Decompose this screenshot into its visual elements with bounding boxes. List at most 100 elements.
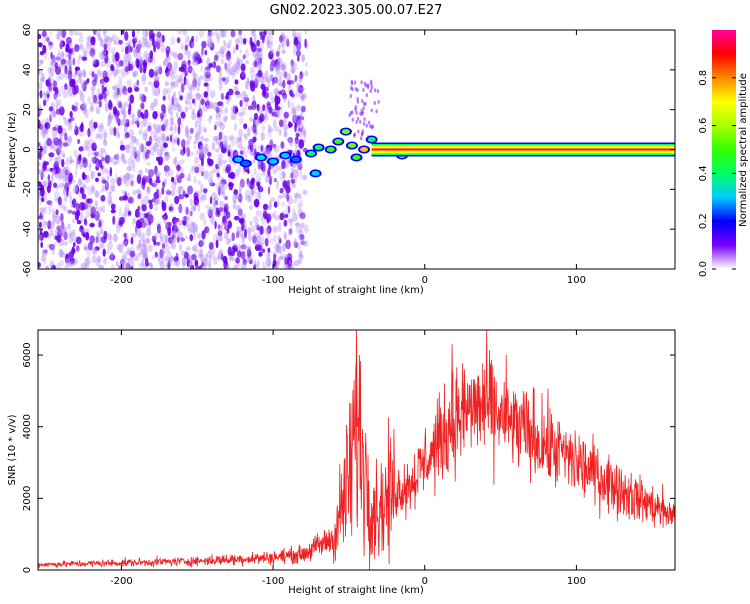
spectrogram-noise-speck bbox=[40, 171, 44, 181]
spectrogram-noise-speck bbox=[185, 145, 190, 155]
spectrogram-noise-speck bbox=[77, 139, 80, 144]
spectrogram-noise-speck bbox=[287, 205, 291, 214]
y-tick-label: -20 bbox=[22, 181, 33, 197]
spectrogram-noise-speck bbox=[55, 92, 61, 98]
spectrogram-noise-speck bbox=[104, 154, 111, 164]
spectrogram-noise-speck bbox=[154, 127, 158, 137]
spectrogram-noise-speck bbox=[145, 30, 149, 38]
spectrogram-noise-speck bbox=[63, 231, 68, 241]
spectrogram-noise-speck bbox=[239, 99, 243, 107]
spectrogram-noise-speck bbox=[246, 77, 250, 84]
spectrogram-noise-speck bbox=[141, 232, 145, 242]
spectrogram-noise-speck bbox=[161, 135, 166, 141]
spectrogram-noise-speck bbox=[69, 195, 73, 205]
spectrogram-noise-speck bbox=[257, 144, 262, 151]
spectrogram-noise-speck bbox=[146, 122, 153, 127]
spectrogram-noise-speck bbox=[268, 123, 271, 134]
spectrogram-noise-speck bbox=[85, 257, 91, 266]
spectrogram-noise-speck bbox=[236, 230, 240, 239]
spectrogram-noise-speck bbox=[82, 174, 88, 180]
spectrogram-noise-speck bbox=[69, 78, 75, 88]
spectrogram-noise-speck bbox=[142, 130, 149, 137]
spectrogram-noise-speck bbox=[304, 40, 309, 50]
spectrogram-noise-speck bbox=[38, 142, 41, 147]
spectrogram-noise-speck bbox=[57, 196, 62, 206]
spectrogram-noise-speck bbox=[227, 60, 232, 66]
spectrogram-noise-speck bbox=[291, 109, 297, 118]
spectrogram-noise-speck bbox=[166, 49, 170, 58]
spectrogram-noise-speck bbox=[241, 234, 246, 244]
spectrogram-noise-speck bbox=[86, 186, 91, 191]
spectrogram-noise-speck bbox=[229, 256, 235, 262]
spectrogram-noise-speck bbox=[184, 98, 189, 106]
spectrogram-noise-speck bbox=[161, 137, 167, 143]
spectrogram-noise-speck bbox=[118, 243, 124, 254]
spectrogram-noise-speck bbox=[112, 161, 118, 166]
spectrogram-noise-speck bbox=[127, 86, 133, 94]
spectrogram-noise-speck bbox=[38, 109, 41, 118]
spectrogram-noise-speck bbox=[136, 59, 140, 69]
spectrogram-noise-speck bbox=[278, 165, 283, 171]
spectrogram-noise-speck bbox=[152, 179, 156, 188]
spectrogram-noise-speck bbox=[290, 172, 294, 179]
spectrogram-noise-speck bbox=[48, 106, 54, 112]
spectrogram-noise-speck bbox=[244, 228, 247, 239]
spectrogram-noise-speck bbox=[130, 173, 134, 179]
colorbar-label: Normalized spectral amplitude bbox=[738, 73, 749, 227]
spectrogram-noise-speck bbox=[208, 76, 213, 81]
spectrogram-noise-speck bbox=[187, 261, 193, 269]
spectrogram-noise-speck bbox=[220, 85, 223, 90]
spectrogram-noise-speck bbox=[297, 242, 301, 251]
spectrogram-noise-speck bbox=[193, 164, 197, 174]
spectrogram-noise-speck bbox=[165, 68, 170, 77]
spectrogram-noise-speck bbox=[130, 180, 134, 186]
spectrogram-noise-speck bbox=[292, 213, 298, 222]
spectrogram-noise-speck bbox=[111, 184, 116, 192]
spectrogram-streak-speck bbox=[354, 107, 357, 112]
spectrogram-noise-speck bbox=[38, 233, 41, 242]
spectrogram-noise-speck bbox=[162, 181, 166, 188]
spectrogram-noise-speck bbox=[206, 103, 213, 110]
spectrogram-noise-speck bbox=[183, 75, 187, 86]
spectrogram-noise-speck bbox=[212, 198, 217, 208]
spectrogram-noise-speck bbox=[63, 167, 69, 174]
spectrogram-noise-speck bbox=[87, 148, 91, 158]
spectrogram-noise-speck bbox=[166, 88, 172, 94]
spectrogram-noise-speck bbox=[115, 223, 121, 234]
spectrogram-noise-speck bbox=[156, 136, 162, 143]
spectrogram-noise bbox=[38, 30, 309, 269]
spectrogram-noise-speck bbox=[263, 91, 270, 99]
spectrogram-noise-speck bbox=[189, 264, 195, 269]
spectrogram-noise-speck bbox=[210, 215, 215, 225]
spectrogram-noise-speck bbox=[95, 105, 100, 115]
spectrogram-noise-speck bbox=[282, 118, 287, 124]
spectrogram-noise-speck bbox=[84, 264, 90, 269]
spectrogram-noise-speck bbox=[122, 59, 128, 68]
spectrogram-noise-speck bbox=[72, 218, 76, 224]
spectrogram-noise-speck bbox=[256, 49, 259, 56]
spectrogram-noise-speck bbox=[278, 43, 281, 49]
spectrogram-noise-speck bbox=[190, 205, 197, 212]
spectrogram-noise-speck bbox=[92, 143, 97, 150]
spectrogram-noise-speck bbox=[92, 61, 99, 68]
spectrogram-noise-speck bbox=[252, 159, 256, 164]
spectrogram-noise-speck bbox=[82, 156, 87, 164]
spectrogram-noise-speck bbox=[124, 240, 128, 248]
spectrogram-noise-speck bbox=[268, 200, 273, 210]
spectrogram-streak-speck bbox=[359, 136, 363, 141]
spectrogram-noise-speck bbox=[160, 235, 163, 244]
spectrogram-noise-speck bbox=[155, 179, 161, 184]
spectrogram-noise-speck bbox=[194, 166, 200, 173]
spectrogram-noise-speck bbox=[227, 145, 232, 154]
spectrogram-noise-speck bbox=[135, 189, 139, 194]
spectrogram-noise-speck bbox=[89, 202, 92, 208]
spectrogram-noise-speck bbox=[294, 241, 299, 249]
spectrogram-noise-speck bbox=[130, 266, 134, 269]
spectrogram-noise-speck bbox=[180, 42, 184, 51]
spectrogram-noise-speck bbox=[233, 215, 240, 221]
spectrogram-noise-speck bbox=[175, 174, 181, 179]
spectrogram-noise-speck bbox=[131, 159, 135, 169]
spectrogram-noise-speck bbox=[191, 35, 195, 43]
spectrogram-noise-speck bbox=[89, 106, 95, 113]
spectrogram-noise-speck bbox=[214, 200, 218, 207]
